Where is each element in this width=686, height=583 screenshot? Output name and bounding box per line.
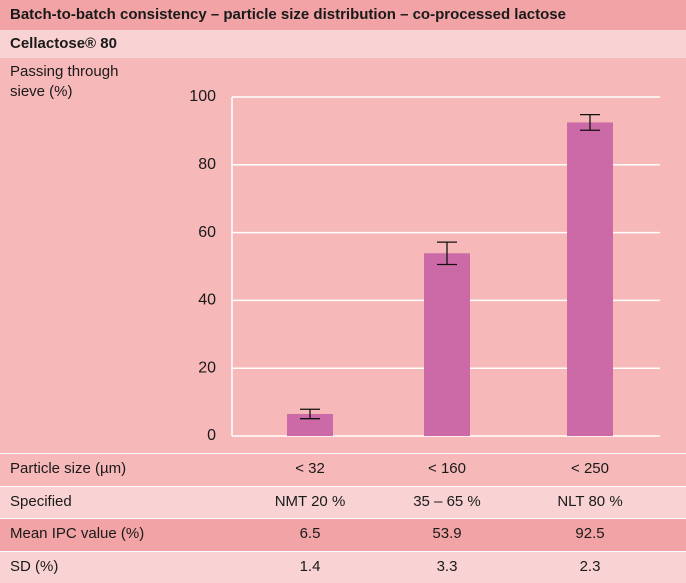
y-axis-label: Passing through sieve (%) xyxy=(10,63,119,100)
x-tick-label: < 160 xyxy=(428,460,466,477)
y-tick-label: 60 xyxy=(198,224,216,241)
row-label: Particle size (µm) xyxy=(10,460,127,477)
row-label: Mean IPC value (%) xyxy=(10,525,145,542)
x-tick-label: < 32 xyxy=(295,460,325,477)
table-cell: 2.3 xyxy=(579,557,601,575)
table-row: Specified NMT 20 % 35 – 65 % NLT 80 % xyxy=(0,485,686,518)
table-cell: 1.4 xyxy=(299,557,321,575)
table-cell: 3.3 xyxy=(436,557,458,575)
chart-area: Passing through sieve (%) 0 20 40 60 80 100 xyxy=(0,58,686,453)
y-tick-label: 80 xyxy=(198,156,216,173)
table-cell: 6.5 xyxy=(299,525,321,542)
y-tick-label: 40 xyxy=(198,292,216,309)
table-row: Mean IPC value (%) 6.5 53.9 92.5 xyxy=(0,518,686,551)
x-tick-label: < 250 xyxy=(571,460,609,477)
y-tick-label: 100 xyxy=(189,88,216,105)
table-cell: 35 – 65 % xyxy=(413,492,481,510)
table-row: Particle size (µm) < 32 < 160 < 250 xyxy=(0,453,686,486)
table-cell: NMT 20 % xyxy=(274,492,346,510)
bar xyxy=(424,253,470,436)
chart: 0 20 40 60 80 100 xyxy=(189,88,660,444)
chart-title: Batch-to-batch consistency – particle si… xyxy=(0,0,686,30)
table-cell: NLT 80 % xyxy=(557,492,623,510)
table-cell: 53.9 xyxy=(432,525,462,542)
bar xyxy=(287,413,333,436)
chart-subtitle: Cellactose® 80 xyxy=(0,30,686,58)
bar xyxy=(567,122,613,437)
y-tick-label: 20 xyxy=(198,359,216,376)
y-tick-label: 0 xyxy=(207,427,216,444)
table-cell: 92.5 xyxy=(575,525,605,542)
table-row: SD (%) 1.4 3.3 2.3 xyxy=(0,550,686,583)
row-label: Specified xyxy=(10,492,72,510)
row-label: SD (%) xyxy=(10,557,59,575)
